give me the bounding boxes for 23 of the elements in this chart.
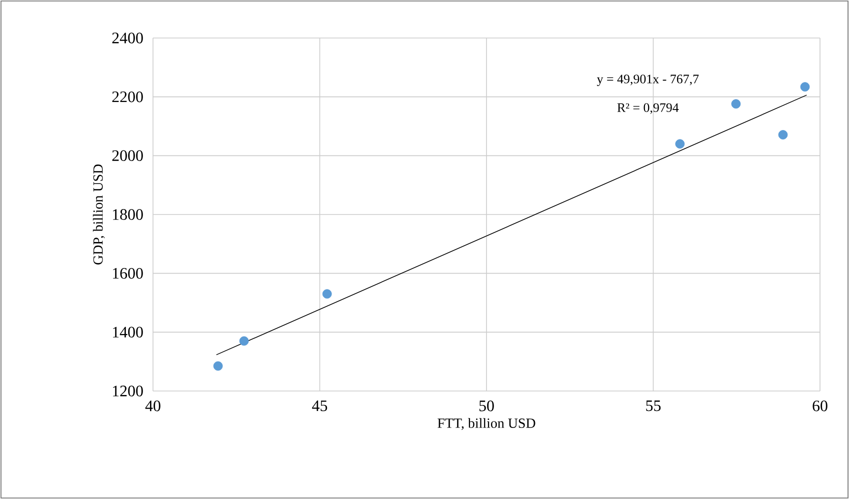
point	[322, 289, 332, 299]
annotation: R² = 0,9794	[617, 103, 679, 114]
y-tick-label: 1200	[113, 386, 143, 396]
y-tick-label: 1600	[113, 268, 143, 279]
annotation: y = 49,901x - 767,7	[596, 74, 699, 86]
y-tick-label: 1800	[113, 209, 143, 220]
point	[778, 130, 788, 140]
point	[675, 139, 685, 149]
x-axis-title: FTT, billion USD	[438, 418, 536, 430]
x-tick-label: 40	[145, 400, 160, 412]
x-tick-label: 45	[312, 400, 328, 412]
point	[239, 336, 249, 346]
y-tick-label: 2200	[112, 91, 143, 102]
y-tick-label: 2400	[112, 32, 143, 44]
y-axis-title: GDP, billion USD	[92, 164, 105, 264]
point	[731, 99, 741, 109]
point	[213, 361, 223, 371]
y-tick-label: 2000	[112, 150, 143, 162]
x-tick-label: 50	[479, 400, 494, 412]
x-tick-label: 60	[812, 400, 828, 412]
point	[800, 82, 810, 92]
x-tick-label: 55	[646, 400, 661, 412]
y-tick-label: 1400	[113, 326, 143, 338]
